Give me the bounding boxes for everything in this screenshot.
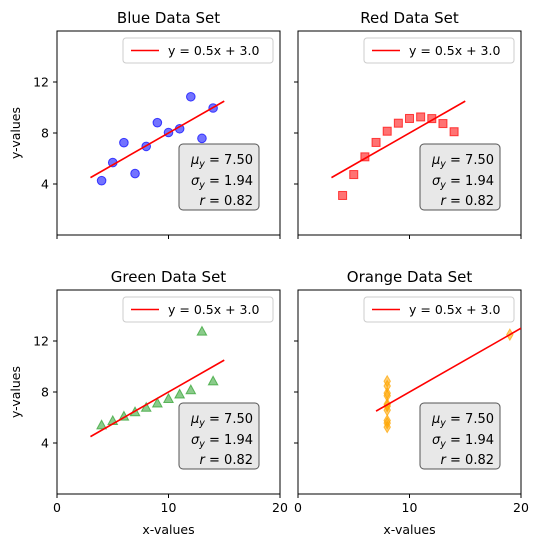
legend-label: y = 0.5x + 3.0	[409, 43, 500, 58]
stats-box: μy = 7.50 σy = 1.94 r = 0.82	[419, 402, 501, 470]
stat-r: r = 0.82	[441, 453, 494, 468]
panel-2: Red Data Set y = 0.5x + 3.0 μy = 7.50 σy = …	[294, 9, 522, 239]
fit-line	[375, 327, 521, 412]
data-point	[151, 397, 163, 408]
stat-std: σy = 1.94	[432, 433, 494, 450]
legend-label: y = 0.5x + 3.0	[168, 302, 259, 317]
data-point	[416, 112, 426, 122]
data-point	[152, 117, 163, 128]
legend: y = 0.5x + 3.0	[363, 296, 515, 323]
x-axis-label: x-values	[383, 522, 435, 537]
x-axis-label: x-values	[142, 522, 194, 537]
y-axis-label: y-values	[8, 107, 23, 159]
stat-mean: μy = 7.50	[190, 153, 253, 170]
data-point	[393, 118, 403, 128]
data-point	[186, 91, 196, 102]
stats-box-frame	[419, 143, 501, 211]
stat-r: r = 0.82	[441, 194, 494, 209]
data-point	[119, 137, 129, 148]
x-tick-label: 20	[272, 500, 288, 515]
y-axis-label: y-values	[8, 366, 23, 418]
legend-box	[122, 296, 274, 323]
plot-area	[90, 91, 225, 186]
fit-line	[90, 359, 225, 438]
data-point	[96, 419, 108, 430]
fit-line	[331, 100, 466, 179]
panel-3: Green Data Set 4 8 12 0 10 20 y-values x-values y…	[8, 268, 288, 537]
panel-title: Blue Data Set	[117, 9, 220, 27]
data-point	[130, 168, 140, 179]
legend: y = 0.5x + 3.0	[363, 37, 515, 64]
stats-box-frame	[178, 402, 260, 470]
panel-title: Green Data Set	[111, 268, 227, 286]
legend-label: y = 0.5x + 3.0	[168, 43, 259, 58]
legend: y = 0.5x + 3.0	[122, 37, 274, 64]
stat-mean: μy = 7.50	[431, 412, 494, 429]
stats-box-frame	[419, 402, 501, 470]
y-tick-label: 8	[41, 126, 49, 141]
panel-1: Blue Data Set 4 8 12 y-values y = 0.5x + 3.0 μ…	[8, 9, 281, 239]
stats-box: μy = 7.50 σy = 1.94 r = 0.82	[419, 143, 501, 211]
plot-area	[90, 325, 225, 438]
y-tick-label: 12	[33, 75, 49, 90]
legend-label: y = 0.5x + 3.0	[409, 302, 500, 317]
stat-std: σy = 1.94	[432, 174, 494, 191]
x-tick-label: 0	[53, 500, 61, 515]
x-tick-label: 20	[513, 500, 529, 515]
stats-box: μy = 7.50 σy = 1.94 r = 0.82	[178, 143, 260, 211]
x-tick-label: 10	[161, 500, 177, 515]
y-tick-label: 4	[41, 436, 49, 451]
stat-std: σy = 1.94	[191, 174, 253, 191]
stat-r: r = 0.82	[200, 194, 253, 209]
data-point	[338, 190, 348, 200]
data-point	[349, 170, 359, 180]
stat-std: σy = 1.94	[191, 433, 253, 450]
panel-title: Red Data Set	[360, 9, 459, 27]
data-point	[185, 384, 197, 395]
legend-box	[363, 296, 515, 323]
y-tick-label: 12	[33, 334, 49, 349]
plot-area	[375, 327, 521, 434]
x-tick-label: 10	[402, 500, 418, 515]
data-point	[383, 386, 391, 400]
data-point	[197, 133, 207, 144]
stat-mean: μy = 7.50	[431, 153, 494, 170]
plot-area	[331, 100, 466, 200]
legend-box	[122, 37, 274, 64]
stat-mean: μy = 7.50	[190, 412, 253, 429]
data-point	[162, 392, 175, 403]
panel-title: Orange Data Set	[347, 268, 473, 286]
x-tick-label: 0	[294, 500, 302, 515]
stats-box: μy = 7.50 σy = 1.94 r = 0.82	[178, 402, 260, 470]
data-point	[405, 113, 414, 123]
data-point	[196, 325, 208, 336]
data-point	[383, 416, 391, 430]
data-point	[207, 375, 219, 386]
data-point	[382, 126, 392, 136]
data-point	[96, 175, 107, 186]
panel-4: Orange Data Set 0 10 20 x-values y = 0.5x + 3…	[294, 268, 529, 537]
y-tick-label: 8	[41, 385, 49, 400]
legend: y = 0.5x + 3.0	[122, 296, 274, 323]
data-point	[174, 388, 186, 399]
y-tick-label: 4	[41, 177, 49, 192]
stat-r: r = 0.82	[200, 453, 253, 468]
stats-box-frame	[178, 143, 260, 211]
data-point	[449, 127, 459, 137]
data-point	[371, 137, 381, 147]
legend-box	[363, 37, 515, 64]
data-point	[438, 119, 448, 129]
fit-line	[90, 100, 225, 179]
